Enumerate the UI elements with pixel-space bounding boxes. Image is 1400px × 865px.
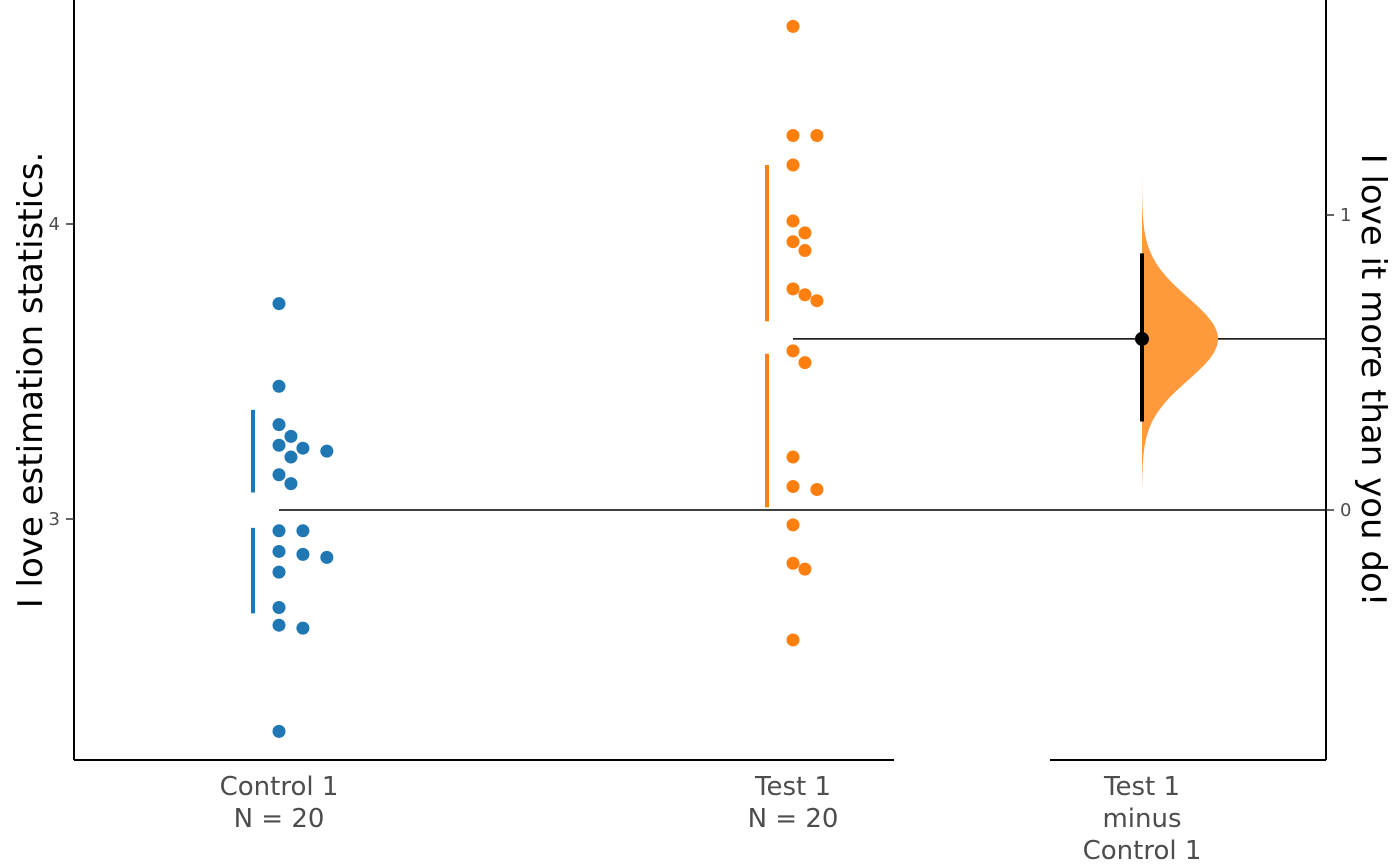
- data-point: [786, 19, 800, 33]
- data-point: [296, 524, 310, 538]
- data-point: [272, 438, 286, 452]
- data-point: [320, 444, 334, 458]
- left-tick-label: 4: [49, 214, 60, 235]
- group-1: Test 1N = 20: [748, 19, 839, 834]
- data-point: [786, 235, 800, 249]
- data-point: [798, 356, 812, 370]
- data-point: [810, 483, 824, 496]
- data-point: [798, 226, 812, 240]
- difference-label-line: minus: [1102, 804, 1181, 834]
- data-point: [272, 524, 286, 538]
- group-n-label: N = 20: [234, 804, 325, 834]
- bootstrap-distribution: [1142, 179, 1218, 487]
- data-point: [786, 158, 800, 172]
- data-point: [272, 601, 286, 614]
- data-point: [272, 297, 286, 311]
- group-name-label: Control 1: [220, 772, 339, 802]
- data-point: [786, 633, 800, 647]
- left-y-axis-title: I love estimation statistics.: [11, 152, 51, 609]
- data-point: [284, 429, 298, 443]
- data-point: [272, 724, 286, 738]
- data-point: [798, 288, 812, 302]
- data-point: [798, 244, 812, 258]
- data-point: [284, 450, 298, 464]
- data-point: [786, 282, 800, 296]
- data-point: [272, 468, 286, 482]
- data-point: [786, 556, 800, 570]
- difference-label-line: Control 1: [1083, 836, 1202, 865]
- data-point: [320, 550, 334, 564]
- data-point: [786, 214, 800, 228]
- data-point: [786, 129, 800, 142]
- group-name-label: Test 1: [754, 772, 831, 802]
- left-tick-label: 3: [49, 509, 60, 530]
- data-point: [272, 418, 286, 432]
- data-point: [786, 344, 800, 358]
- data-point: [810, 294, 824, 308]
- group-n-label: N = 20: [748, 804, 839, 834]
- data-point: [296, 441, 310, 455]
- data-point: [798, 562, 812, 576]
- data-point: [786, 480, 800, 494]
- data-point: [272, 618, 286, 632]
- right-tick-label: 1: [1340, 205, 1351, 226]
- mean-difference-point: [1135, 331, 1149, 346]
- difference-label-line: Test 1: [1103, 772, 1180, 802]
- right-tick-label: 0: [1340, 500, 1351, 521]
- data-point: [810, 129, 824, 142]
- data-point: [786, 450, 800, 464]
- right-y-axis-title: I love it more than you do!: [1353, 154, 1393, 607]
- data-point: [296, 621, 310, 635]
- data-point: [272, 544, 286, 558]
- group-0: Control 1N = 20: [220, 297, 339, 834]
- data-point: [786, 518, 800, 532]
- data-point: [296, 547, 310, 561]
- data-point: [284, 477, 298, 491]
- data-point: [272, 379, 286, 393]
- data-point: [272, 565, 286, 579]
